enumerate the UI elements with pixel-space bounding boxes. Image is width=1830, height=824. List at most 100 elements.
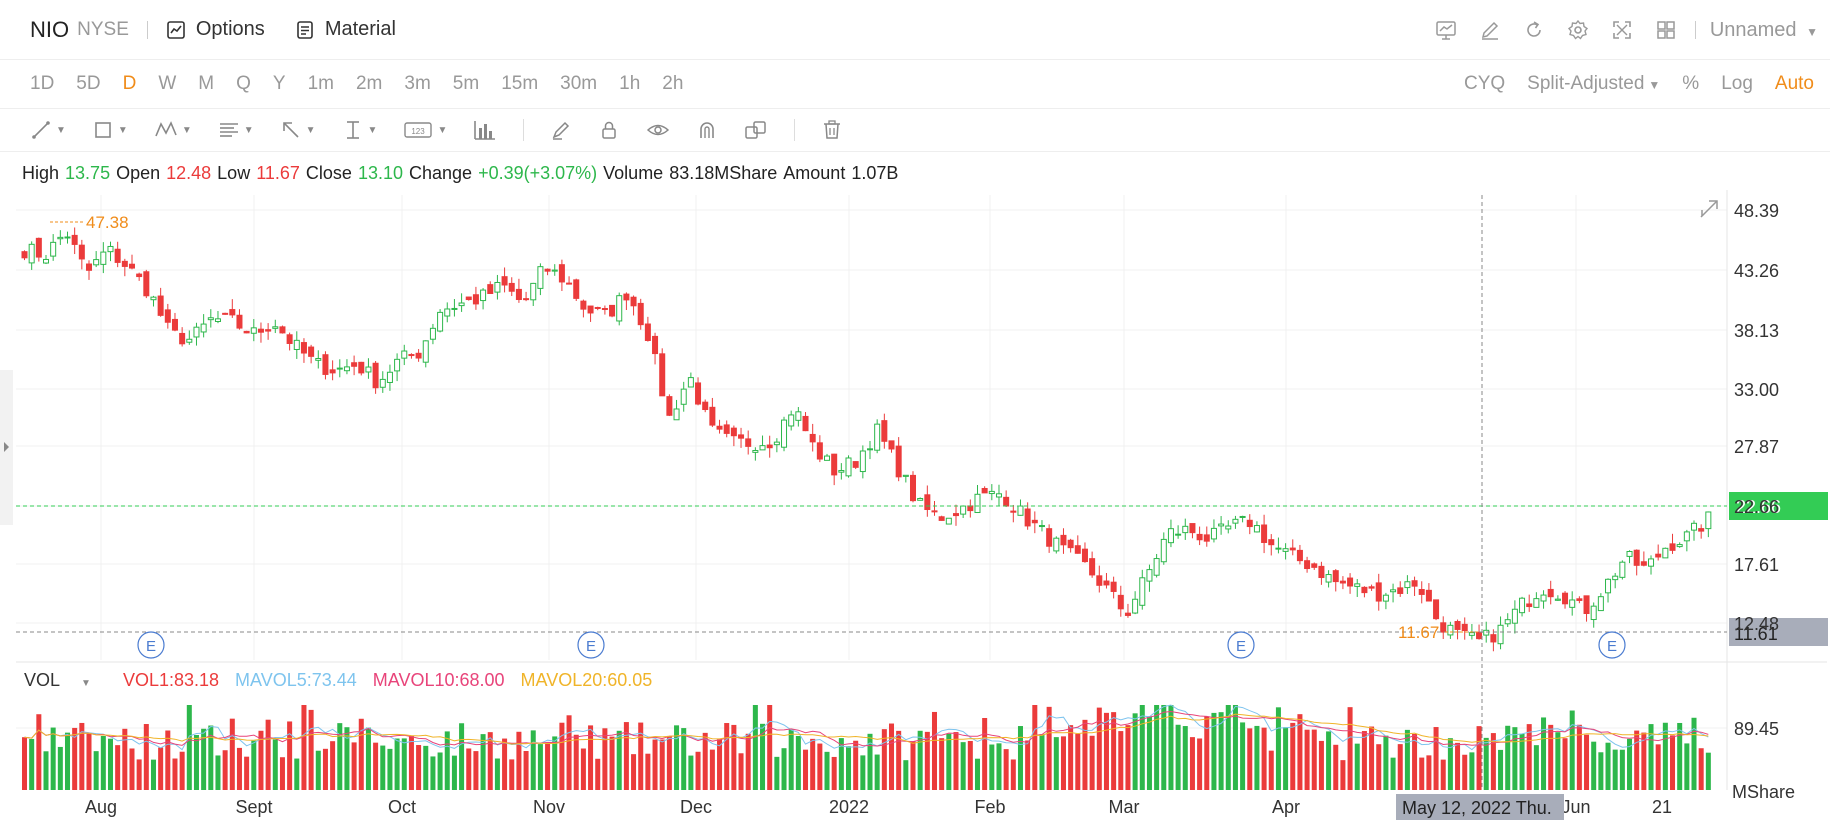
- earnings-marker[interactable]: E: [137, 631, 165, 659]
- period-w[interactable]: W: [158, 73, 177, 94]
- volume-bar: [810, 738, 816, 790]
- brush-tool[interactable]: [550, 119, 572, 141]
- copy-tool[interactable]: [744, 119, 768, 141]
- candle: [752, 447, 759, 461]
- volume-bar: [1426, 755, 1432, 790]
- candle: [630, 295, 637, 316]
- chart-screen-icon[interactable]: [1435, 19, 1457, 41]
- log-toggle[interactable]: Log: [1721, 73, 1753, 94]
- candle: [824, 453, 831, 461]
- volume-bar: [831, 756, 837, 790]
- candle-body: [1605, 578, 1612, 594]
- candle: [1382, 592, 1389, 610]
- period-1h[interactable]: 1h: [619, 73, 641, 94]
- candle: [236, 309, 243, 330]
- candle: [336, 359, 343, 378]
- period-d[interactable]: D: [122, 73, 137, 94]
- cyq-toggle[interactable]: CYQ: [1463, 73, 1506, 94]
- period-3m[interactable]: 3m: [404, 73, 431, 94]
- volume-bar: [939, 738, 945, 790]
- magnet-tool[interactable]: [696, 119, 718, 141]
- sidebar-toggle[interactable]: [0, 370, 13, 525]
- candle-body: [465, 296, 472, 301]
- pen-icon[interactable]: [1479, 19, 1501, 41]
- refresh-icon[interactable]: [1523, 19, 1545, 41]
- volume-bar: [1283, 727, 1289, 790]
- grid-layout-icon[interactable]: [1655, 19, 1677, 41]
- volume-bar: [279, 757, 285, 790]
- arrow-tool[interactable]: ▼: [280, 119, 316, 141]
- period-1m[interactable]: 1m: [307, 73, 334, 94]
- fullscreen-icon[interactable]: [1611, 19, 1633, 41]
- volume-bar: [22, 737, 28, 790]
- volume-bar: [874, 754, 880, 790]
- period-m[interactable]: M: [198, 73, 215, 94]
- options-button[interactable]: Options: [166, 18, 265, 41]
- period-1d[interactable]: 1D: [30, 73, 55, 94]
- period-2m[interactable]: 2m: [355, 73, 383, 94]
- time-axis-label: Dec: [680, 797, 712, 817]
- fib-tool[interactable]: ▼: [218, 119, 254, 141]
- material-button[interactable]: Material: [295, 18, 396, 41]
- percent-toggle[interactable]: %: [1682, 73, 1700, 94]
- gear-icon[interactable]: [1567, 19, 1589, 41]
- candle-body: [1139, 577, 1146, 606]
- period-5d[interactable]: 5D: [76, 73, 101, 94]
- period-q[interactable]: Q: [236, 73, 251, 94]
- candle: [78, 239, 85, 270]
- volume-bar: [702, 732, 708, 790]
- layout-name-dropdown[interactable]: Unnamed ▼: [1710, 19, 1818, 42]
- period-5m[interactable]: 5m: [452, 73, 480, 94]
- candle-body: [1648, 558, 1655, 567]
- candle-body: [652, 335, 659, 355]
- expand-chart-icon[interactable]: [1700, 200, 1718, 218]
- magnet-icon: [700, 122, 715, 138]
- volume-bar: [1576, 724, 1582, 790]
- volume-bar: [1340, 760, 1346, 790]
- earnings-marker[interactable]: E: [1598, 631, 1626, 659]
- volume-bar: [136, 759, 142, 790]
- pattern-tool[interactable]: ▼: [154, 119, 192, 141]
- volume-bar: [165, 730, 171, 790]
- candle: [537, 263, 544, 296]
- adjust-dropdown[interactable]: Split-Adjusted ▼: [1527, 73, 1660, 95]
- visibility-tool[interactable]: [646, 119, 670, 141]
- earnings-marker[interactable]: E: [1227, 631, 1255, 659]
- candle-body: [315, 357, 322, 361]
- candle: [566, 276, 573, 285]
- label-tool[interactable]: 123 ▼: [403, 119, 447, 141]
- candle: [1605, 578, 1612, 603]
- period-30m[interactable]: 30m: [560, 73, 598, 94]
- earnings-marker[interactable]: E: [577, 631, 605, 659]
- delete-tool[interactable]: [821, 119, 843, 141]
- measure-tool[interactable]: ▼: [342, 119, 377, 141]
- lock-tool[interactable]: [598, 119, 620, 141]
- rectangle-tool[interactable]: ▼: [92, 119, 128, 141]
- volume-bar: [1490, 733, 1496, 790]
- document-icon: [297, 20, 313, 39]
- volume-profile-tool[interactable]: [473, 119, 497, 141]
- volume-bar: [838, 738, 844, 790]
- volume-bar: [545, 743, 551, 790]
- period-2h[interactable]: 2h: [662, 73, 684, 94]
- candle-body: [186, 338, 193, 343]
- candle-body: [329, 369, 336, 374]
- divider: [794, 119, 796, 141]
- volume-bar: [1419, 757, 1425, 790]
- volume-indicator-dropdown[interactable]: VOL ▼: [24, 670, 107, 691]
- chevron-down-icon: ▼: [1648, 78, 1661, 92]
- period-15m[interactable]: 15m: [501, 73, 539, 94]
- trend-line-tool[interactable]: ▼: [30, 119, 66, 141]
- volume-bar: [559, 722, 565, 790]
- candle: [1289, 539, 1296, 556]
- auto-toggle[interactable]: Auto: [1774, 73, 1814, 94]
- candle: [1648, 555, 1655, 575]
- candle: [1390, 583, 1397, 603]
- period-y[interactable]: Y: [272, 73, 286, 94]
- ticker-symbol[interactable]: NIO: [30, 16, 70, 42]
- volume-bar: [1132, 713, 1138, 790]
- volume-bar: [315, 750, 321, 790]
- volume-bar: [258, 730, 264, 790]
- candle: [587, 305, 594, 322]
